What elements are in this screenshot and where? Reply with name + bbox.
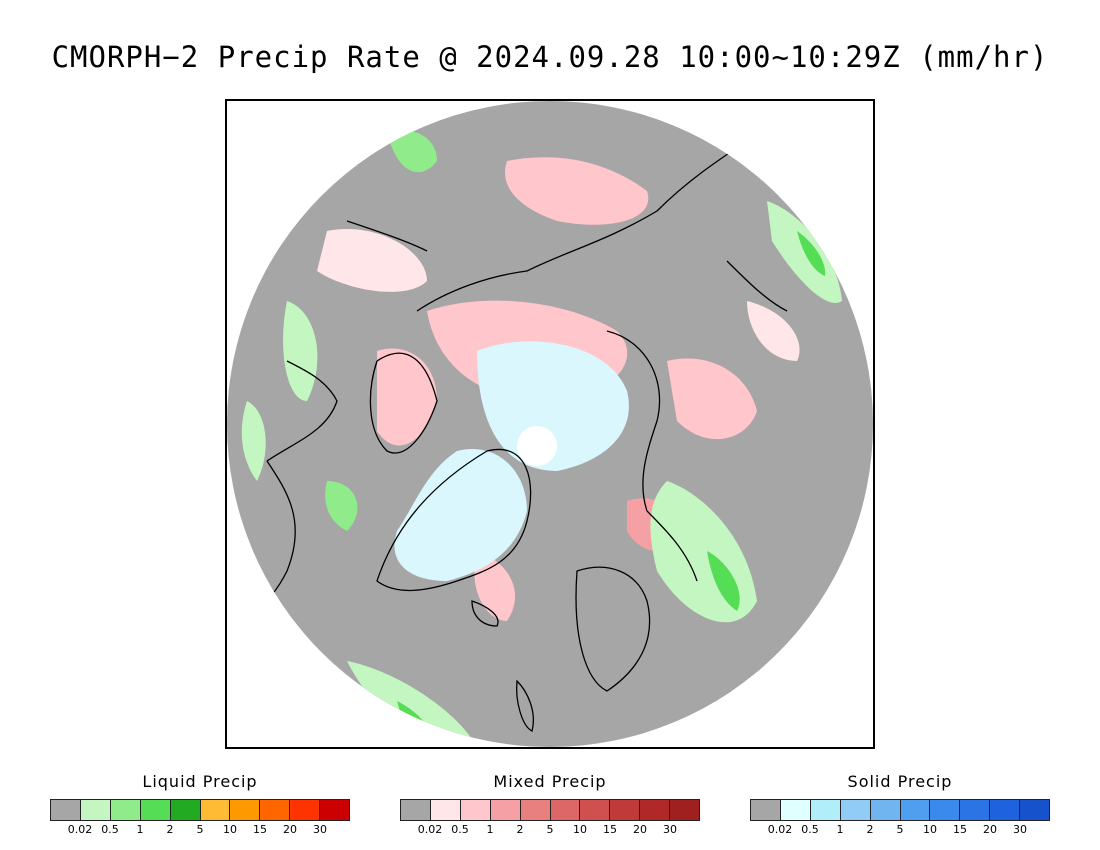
tick-label: 0.5 [801, 823, 819, 836]
coastlines [256, 140, 788, 732]
color-swatch [840, 800, 871, 820]
color-swatch [751, 800, 781, 820]
solid-precip-areas [394, 341, 629, 581]
tick-label: 1 [836, 823, 844, 836]
color-swatch [490, 800, 521, 820]
tick-label: 20 [983, 823, 997, 836]
color-swatch [140, 800, 171, 820]
tick-label: 30 [1013, 823, 1027, 836]
tick-label: 1 [486, 823, 494, 836]
tick-label: 2 [166, 823, 174, 836]
color-swatch [401, 800, 431, 820]
color-swatch [51, 800, 81, 820]
color-swatch [990, 800, 1021, 820]
polar-precip-map [225, 99, 875, 749]
color-swatch [1020, 800, 1050, 820]
tick-label: 10 [923, 823, 937, 836]
tick-label: 5 [196, 823, 204, 836]
color-swatch [900, 800, 931, 820]
tick-label: 0.5 [451, 823, 469, 836]
color-swatch [110, 800, 141, 820]
color-bar [400, 799, 700, 821]
tick-label: 5 [546, 823, 554, 836]
legend-mixed-precip: Mixed Precip 0.02 0.5 1 2 5 10 15 20 30 [400, 772, 700, 837]
tick-label: 2 [866, 823, 874, 836]
color-swatch [290, 800, 321, 820]
tick-label: 10 [573, 823, 587, 836]
color-swatch [260, 800, 291, 820]
color-bar [750, 799, 1050, 821]
legend-title: Liquid Precip [142, 772, 258, 791]
color-swatch [960, 800, 991, 820]
color-swatch [930, 800, 961, 820]
tick-label: 0.5 [101, 823, 119, 836]
tick-labels: 0.02 0.5 1 2 5 10 15 20 30 [750, 823, 1050, 837]
chart-title: CMORPH−2 Precip Rate @ 2024.09.28 10:00~… [51, 40, 1049, 74]
tick-label: 0.02 [767, 823, 793, 836]
tick-label: 15 [953, 823, 967, 836]
legend-liquid-precip: Liquid Precip 0.02 0.5 1 2 5 10 15 20 30 [50, 772, 350, 837]
color-swatch [550, 800, 581, 820]
pole-marker [517, 426, 557, 466]
tick-label: 20 [633, 823, 647, 836]
tick-label: 15 [603, 823, 617, 836]
tick-label: 0.02 [67, 823, 93, 836]
color-swatch [430, 800, 461, 820]
legend-title: Mixed Precip [493, 772, 607, 791]
legend-title: Solid Precip [847, 772, 953, 791]
tick-label: 5 [896, 823, 904, 836]
color-swatch [460, 800, 491, 820]
tick-label: 30 [313, 823, 327, 836]
tick-labels: 0.02 0.5 1 2 5 10 15 20 30 [400, 823, 700, 837]
color-swatch [780, 800, 811, 820]
color-swatch [870, 800, 901, 820]
tick-label: 15 [253, 823, 267, 836]
liquid-precip-areas [241, 129, 842, 747]
tick-label: 30 [663, 823, 677, 836]
legend-solid-precip: Solid Precip 0.02 0.5 1 2 5 10 15 20 30 [750, 772, 1050, 837]
color-swatch [810, 800, 841, 820]
tick-label: 20 [283, 823, 297, 836]
color-swatch [200, 800, 231, 820]
color-swatch [640, 800, 671, 820]
color-swatch [320, 800, 350, 820]
tick-label: 10 [223, 823, 237, 836]
color-swatch [670, 800, 700, 820]
color-swatch [610, 800, 641, 820]
color-swatch [580, 800, 611, 820]
color-swatch [230, 800, 261, 820]
tick-labels: 0.02 0.5 1 2 5 10 15 20 30 [50, 823, 350, 837]
tick-label: 0.02 [417, 823, 443, 836]
color-bar [50, 799, 350, 821]
color-swatch [170, 800, 201, 820]
tick-label: 1 [136, 823, 144, 836]
color-swatch [520, 800, 551, 820]
tick-label: 2 [516, 823, 524, 836]
color-swatch [80, 800, 111, 820]
map-canvas [227, 101, 873, 747]
